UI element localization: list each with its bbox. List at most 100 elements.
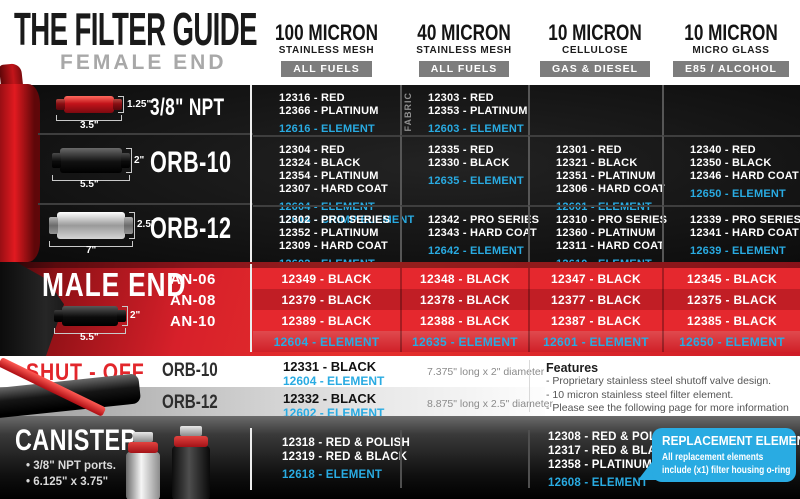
male-end-title: MALE END	[42, 266, 187, 303]
parts-cell: 12340 - RED 12350 - BLACK 12346 - HARD COA…	[662, 135, 800, 205]
micron-label: 10 MICRON	[684, 20, 778, 45]
part-numbers: 12335 - RED 12330 - BLACK	[428, 144, 510, 169]
row-label-orb10: ORB-10	[150, 146, 232, 179]
element-number: 12604 - ELEMENT	[273, 334, 380, 349]
parts-cell-empty	[662, 85, 800, 135]
parts-cell: 12303 - RED 12353 - PLATINUM 12603 - ELEM…	[400, 85, 528, 135]
part-number: 12378 - BLACK	[400, 289, 528, 310]
column-header-10-micron-cellulose: 10 MICRON CELLULOSE GAS & DIESEL	[528, 16, 662, 84]
dimension-label: 2.5"	[137, 219, 156, 230]
part-number: 12385 - BLACK	[662, 310, 800, 331]
column-header-100-micron: 100 MICRON STAINLESS MESH ALL FUELS	[253, 16, 400, 84]
row-separator	[38, 133, 253, 135]
height-measure-line	[122, 306, 128, 326]
fuel-badge: E85 / ALCOHOL	[673, 61, 789, 77]
length-measure-line	[56, 115, 122, 121]
element-number: 12601 - ELEMENT	[528, 331, 662, 352]
part-numbers: 12303 - RED 12353 - PLATINUM	[428, 92, 528, 117]
parts-cell: 12301 - RED 12321 - BLACK 12351 - PLATINUM…	[528, 135, 665, 213]
orb12-filter-image	[57, 212, 125, 239]
section-divider	[250, 428, 252, 490]
parts-cell: 12310 - PRO SERIES 12360 - PLATINUM 12311 …	[528, 205, 668, 270]
part-number: 12375 - BLACK	[662, 289, 800, 310]
parts-cell: 12316 - RED 12366 - PLATINUM 12616 - ELEM…	[253, 85, 400, 135]
dimension-label: 2"	[134, 155, 145, 166]
silver-canister-photo	[126, 432, 160, 499]
part-numbers: 12304 - RED 12324 - BLACK 12354 - PLATINUM…	[279, 144, 388, 195]
media-label: CELLULOSE	[562, 45, 628, 56]
features-list: - Proprietary stainless steel shutoff va…	[546, 375, 789, 414]
column-divider	[529, 360, 530, 412]
features-title: Features	[546, 361, 599, 375]
dimension-label: 5.5"	[80, 332, 99, 343]
part-numbers: 12310 - PRO SERIES 12360 - PLATINUM 12311 …	[556, 214, 668, 252]
red-filter-photo	[0, 84, 40, 262]
npt-filter-image	[64, 96, 114, 113]
micron-label: 40 MICRON	[417, 20, 511, 45]
fuel-badge: ALL FUELS	[281, 61, 372, 77]
part-numbers: 12301 - RED 12321 - BLACK 12351 - PLATINUM…	[556, 144, 665, 195]
male-filter-image	[62, 306, 118, 326]
male-end-row: 12349 - BLACK 12348 - BLACK 12347 - BLAC…	[253, 268, 800, 289]
height-measure-line	[126, 148, 132, 173]
element-number: 12650 - ELEMENT	[662, 331, 800, 352]
row-label-orb12: ORB-12	[162, 392, 218, 413]
parts-cell: 12342 - PRO SERIES 12343 - HARD COAT 1264…	[400, 205, 540, 262]
element-numbers: 12601 - ELEMENT	[556, 201, 652, 213]
part-number: 12348 - BLACK	[400, 268, 528, 289]
element-numbers: 12618 - ELEMENT	[282, 469, 383, 481]
row-label-an10: AN-10	[170, 313, 216, 330]
row-label-an06: AN-06	[170, 271, 216, 288]
media-label: STAINLESS MESH	[416, 45, 512, 56]
parts-cell: 12318 - RED & POLISH 12319 - RED & BLACK …	[282, 436, 410, 482]
part-number: 12332 - BLACK	[283, 391, 377, 406]
part-number: 12387 - BLACK	[528, 310, 662, 331]
male-end-row: 12389 - BLACK 12388 - BLACK 12387 - BLAC…	[253, 310, 800, 331]
column-header-10-micron-microglass: 10 MICRON MICRO GLASS E85 / ALCOHOL	[662, 16, 800, 84]
parts-cell: 12302 - PRO SERIES 12352 - PLATINUM 12309 …	[253, 205, 400, 270]
features-block: Features - Proprietary stainless steel s…	[546, 361, 798, 416]
part-numbers: 12308 - RED & POLISH 12317 - RED & BLACK 1…	[548, 431, 676, 471]
row-separator	[38, 203, 253, 205]
fuel-badge: ALL FUELS	[418, 61, 510, 77]
length-measure-line	[49, 241, 133, 247]
part-numbers: 12339 - PRO SERIES 12341 - HARD COAT	[690, 214, 800, 239]
row-label-npt: 3/8" NPT	[150, 94, 225, 121]
section-divider	[250, 264, 252, 352]
column-headers: 100 MICRON STAINLESS MESH ALL FUELS 40 M…	[253, 16, 800, 84]
height-measure-line	[129, 212, 135, 239]
row-label-an08: AN-08	[170, 292, 216, 309]
part-number: 12345 - BLACK	[662, 268, 800, 289]
column-divider	[528, 430, 530, 488]
part-numbers: 12342 - PRO SERIES 12343 - HARD COAT	[428, 214, 540, 239]
part-numbers: 12302 - PRO SERIES 12352 - PLATINUM 12309 …	[279, 214, 391, 252]
element-number: 12635 - ELEMENT	[400, 331, 528, 352]
dimension-label: 2"	[130, 310, 141, 321]
column-header-40-micron: 40 MICRON STAINLESS MESH ALL FUELS	[400, 16, 528, 84]
female-end-label: FEMALE END	[60, 51, 227, 74]
column-divider	[400, 430, 402, 488]
section-divider	[250, 85, 252, 262]
fuel-badge: GAS & DIESEL	[539, 61, 651, 77]
dimension-label: 5.5"	[80, 179, 99, 190]
part-number: 12349 - BLACK	[281, 271, 372, 286]
row-label-orb12: ORB-12	[150, 212, 232, 245]
micron-label: 100 MICRON	[274, 20, 378, 45]
part-number: 12388 - BLACK	[400, 310, 528, 331]
length-measure-line	[52, 175, 130, 181]
callout-body: All replacement elements include (x1) fil…	[662, 451, 791, 476]
black-canister-photo	[172, 426, 210, 499]
male-end-row: 12379 - BLACK 12378 - BLACK 12377 - BLAC…	[253, 289, 800, 310]
part-number: 12331 - BLACK	[283, 359, 377, 374]
parts-cell: 12335 - RED 12330 - BLACK 12635 - ELEMENT	[400, 135, 528, 205]
size-note: 7.375" long x 2" diameter	[427, 366, 545, 378]
parts-cell-empty	[528, 85, 662, 135]
element-numbers: 12604 - ELEMENT 12614 - CRIMP ELEMENT	[279, 201, 415, 226]
parts-cell: 12331 - BLACK 12604 - ELEMENT	[283, 359, 384, 388]
element-number: 12604 - ELEMENT	[283, 374, 385, 388]
part-number: 12377 - BLACK	[528, 289, 662, 310]
page-title: THE FILTER GUIDE	[14, 3, 257, 55]
element-numbers: 12650 - ELEMENT	[690, 188, 786, 200]
canister-title: CANISTER	[15, 424, 138, 457]
